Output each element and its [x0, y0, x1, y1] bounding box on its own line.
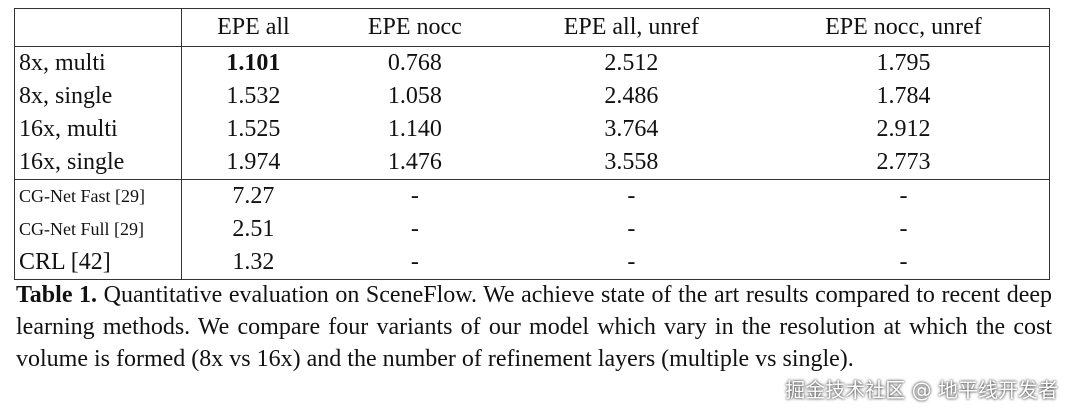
- cell: -: [504, 179, 758, 213]
- caption-text: Quantitative evaluation on SceneFlow. We…: [16, 282, 1052, 372]
- cell: 2.51: [232, 216, 275, 242]
- caption-label: Table 1.: [16, 282, 98, 308]
- header-row: EPE all EPE nocc EPE all, unref EPE nocc, u…: [14, 8, 1050, 47]
- column-header: EPE all: [181, 8, 325, 47]
- cell: 1.795: [876, 50, 931, 76]
- caption: Table 1. Quantitative evaluation on Scen…: [16, 279, 1052, 375]
- row-label: 16x, multi: [14, 113, 182, 146]
- row-label: CRL [42]: [14, 246, 182, 280]
- cell: 2.773: [876, 149, 931, 175]
- cell: 2.512: [604, 50, 659, 76]
- cell: -: [899, 216, 908, 242]
- cell: -: [899, 249, 908, 275]
- cell: 2.912: [876, 116, 931, 142]
- cell: 7.27: [181, 179, 325, 213]
- cell: 3.764: [604, 116, 659, 142]
- table-row: 8x, multi 1.101 0.768 2.512 1.795: [14, 46, 1050, 80]
- results-table: EPE all EPE nocc EPE all, unref EPE nocc, u…: [14, 8, 1050, 280]
- table-row: CRL [42] 1.32 - - -: [14, 246, 1050, 280]
- cell: 0.768: [387, 50, 442, 76]
- column-header: EPE all, unref: [504, 8, 758, 47]
- table-row: 16x, multi 1.525 1.140 3.764 2.912: [14, 113, 1050, 146]
- cell: 1.476: [387, 149, 442, 175]
- cell: 1.058: [387, 83, 442, 109]
- row-label: CG-Net Fast [29]: [14, 179, 182, 213]
- cell: 1.101: [226, 50, 281, 76]
- cell: 1.140: [387, 116, 442, 142]
- cell: -: [324, 179, 505, 213]
- cell: -: [627, 249, 636, 275]
- cell: -: [410, 249, 419, 275]
- table-row: CG-Net Fast [29] 7.27- - -: [14, 179, 1050, 213]
- cell: -: [757, 179, 1050, 213]
- cell: 3.558: [604, 149, 659, 175]
- row-label: 16x, single: [14, 146, 182, 180]
- cell: 1.525: [226, 116, 281, 142]
- cell: 1.532: [226, 83, 281, 109]
- cell: 1.974: [226, 149, 281, 175]
- cell: 1.784: [876, 83, 931, 109]
- cell: 2.486: [604, 83, 659, 109]
- cell: 1.32: [232, 249, 275, 275]
- watermark: 掘金技术社区 @ 地平线开发者: [785, 378, 1058, 402]
- column-header: EPE nocc, unref: [757, 8, 1050, 47]
- row-label: 8x, multi: [14, 46, 182, 80]
- table-row: 8x, single 1.532 1.058 2.486 1.784: [14, 80, 1050, 113]
- row-label: CG-Net Full [29]: [14, 213, 182, 246]
- row-label: 8x, single: [14, 80, 182, 113]
- table-row: CG-Net Full [29] 2.51 - - -: [14, 213, 1050, 246]
- cell: -: [410, 216, 419, 242]
- table-row: 16x, single 1.974 1.476 3.558 2.773: [14, 146, 1050, 180]
- corner: [14, 8, 182, 47]
- column-header: EPE nocc: [324, 8, 505, 47]
- cell: -: [627, 216, 636, 242]
